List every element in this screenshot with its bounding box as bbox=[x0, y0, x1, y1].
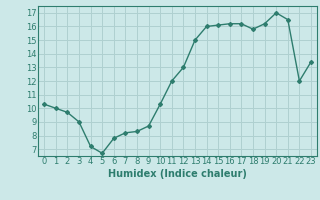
X-axis label: Humidex (Indice chaleur): Humidex (Indice chaleur) bbox=[108, 169, 247, 179]
